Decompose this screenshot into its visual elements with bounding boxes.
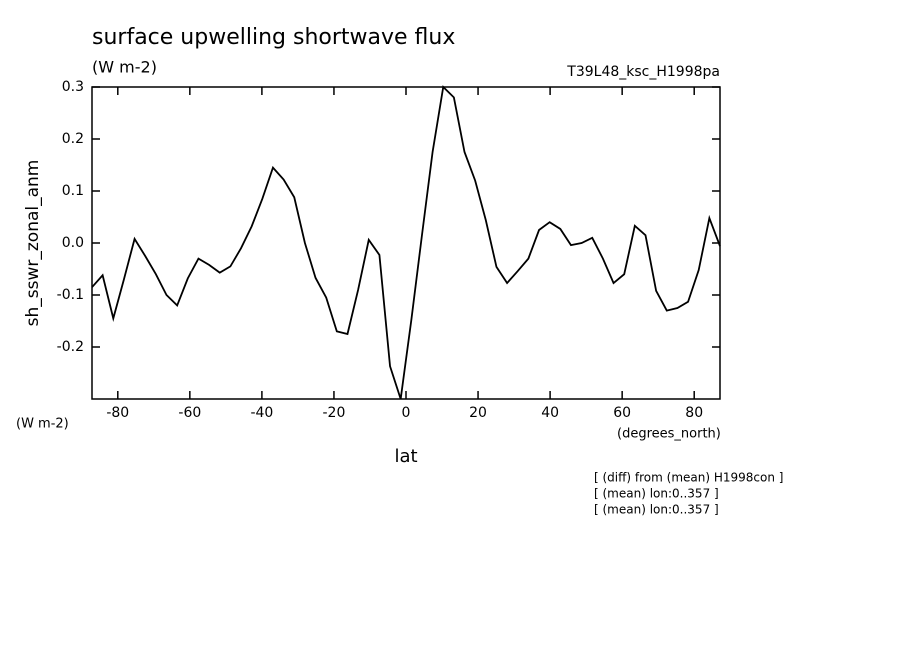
x-tick-label: 80 (685, 405, 703, 421)
note: [ (mean) lon:0..357 ] (594, 487, 719, 501)
x-tick-label: 60 (613, 405, 631, 421)
plot-frame (91, 86, 721, 400)
note: [ (mean) lon:0..357 ] (594, 503, 719, 517)
y-tick-label: -0.2 (57, 339, 84, 355)
y-tick-label: 0.0 (62, 235, 84, 251)
y-axis-label: sh_sswr_zonal_anm (23, 160, 43, 327)
x-axis-label: lat (394, 446, 417, 467)
y-tick-label: 0.3 (62, 79, 84, 95)
subtitle: (W m-2) (92, 58, 157, 77)
y-tick-label: -0.1 (57, 287, 84, 303)
x-units: (degrees_north) (617, 427, 721, 442)
x-tick-label: -60 (178, 405, 201, 421)
note: [ (diff) from (mean) H1998con ] (594, 471, 783, 485)
y-units: (W m-2) (16, 417, 69, 432)
chart-title: surface upwelling shortwave flux (92, 25, 455, 50)
x-tick-label: 40 (541, 405, 559, 421)
y-tick-label: 0.1 (62, 183, 84, 199)
data-line (91, 85, 721, 400)
x-tick-label: 0 (402, 405, 411, 421)
x-tick-label: 20 (469, 405, 487, 421)
run-label: T39L48_ksc_H1998pa (566, 64, 720, 80)
y-tick-label: 0.2 (62, 131, 84, 147)
x-tick-label: -40 (250, 405, 273, 421)
x-tick-label: -20 (323, 405, 346, 421)
x-tick-label: -80 (106, 405, 129, 421)
